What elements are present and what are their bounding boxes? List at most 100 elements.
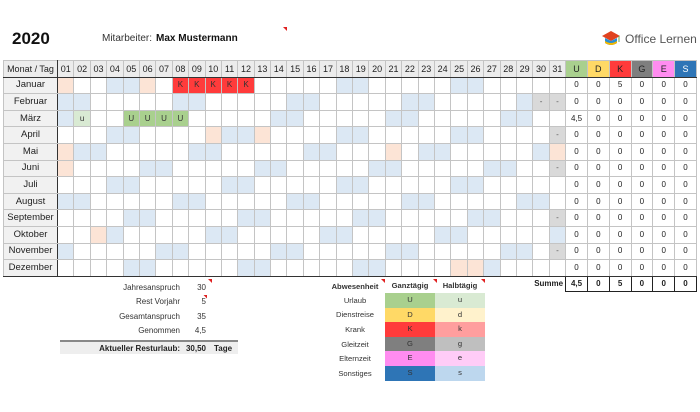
day-cell[interactable]	[384, 126, 403, 144]
day-cell[interactable]	[466, 109, 485, 128]
day-cell[interactable]: K	[204, 76, 222, 95]
day-cell[interactable]	[155, 126, 173, 144]
day-cell[interactable]: U	[138, 109, 157, 128]
day-cell[interactable]	[286, 126, 304, 144]
day-cell[interactable]	[106, 242, 124, 261]
day-cell[interactable]: K	[171, 76, 190, 95]
day-cell[interactable]	[220, 225, 239, 244]
day-cell[interactable]	[319, 176, 337, 194]
day-cell[interactable]	[253, 259, 272, 277]
day-cell[interactable]	[302, 176, 321, 194]
day-cell[interactable]	[73, 209, 91, 227]
day-cell[interactable]	[417, 76, 435, 95]
day-cell[interactable]	[286, 159, 304, 178]
day-cell[interactable]	[302, 142, 321, 161]
day-cell[interactable]	[89, 225, 108, 244]
day-cell[interactable]	[73, 93, 91, 111]
day-cell[interactable]	[155, 159, 173, 178]
day-cell[interactable]	[384, 259, 403, 277]
day-cell[interactable]	[253, 76, 272, 95]
day-cell[interactable]	[89, 259, 108, 277]
day-cell[interactable]: K	[237, 76, 255, 95]
day-cell[interactable]	[253, 176, 272, 194]
stat-value-input[interactable]: 5	[201, 297, 206, 307]
day-cell[interactable]	[417, 209, 435, 227]
day-cell[interactable]: U	[155, 109, 173, 128]
day-cell[interactable]	[499, 159, 517, 178]
day-cell[interactable]	[319, 192, 337, 211]
day-cell[interactable]	[171, 192, 190, 211]
day-cell[interactable]	[417, 142, 435, 161]
day-cell[interactable]	[368, 176, 386, 194]
day-cell[interactable]	[417, 109, 435, 128]
day-cell[interactable]	[270, 242, 288, 261]
day-cell[interactable]	[548, 225, 567, 244]
day-cell[interactable]	[237, 142, 255, 161]
day-cell[interactable]	[204, 176, 222, 194]
day-cell[interactable]	[499, 242, 517, 261]
day-cell[interactable]	[515, 176, 534, 194]
day-cell[interactable]	[138, 159, 157, 178]
day-cell[interactable]	[384, 192, 403, 211]
day-cell[interactable]	[204, 242, 222, 261]
day-cell[interactable]	[483, 176, 501, 194]
day-cell[interactable]	[532, 176, 550, 194]
day-cell[interactable]: K	[220, 76, 239, 95]
day-cell[interactable]	[384, 176, 403, 194]
day-cell[interactable]	[532, 126, 550, 144]
day-cell[interactable]	[270, 192, 288, 211]
day-cell[interactable]	[122, 159, 140, 178]
day-cell[interactable]	[335, 176, 354, 194]
day-cell[interactable]	[417, 176, 435, 194]
day-cell[interactable]	[73, 159, 91, 178]
day-cell[interactable]	[171, 142, 190, 161]
day-cell[interactable]	[401, 142, 419, 161]
day-cell[interactable]	[89, 209, 108, 227]
day-cell[interactable]	[220, 159, 239, 178]
day-cell[interactable]	[499, 126, 517, 144]
day-cell[interactable]	[532, 142, 550, 161]
stat-value-input[interactable]: 30	[197, 282, 206, 292]
day-cell[interactable]	[302, 242, 321, 261]
day-cell[interactable]	[433, 126, 452, 144]
day-cell[interactable]	[286, 109, 304, 128]
day-cell[interactable]	[89, 159, 108, 178]
day-cell[interactable]	[237, 159, 255, 178]
day-cell[interactable]	[204, 126, 222, 144]
day-cell[interactable]	[188, 109, 206, 128]
day-cell[interactable]	[237, 192, 255, 211]
day-cell[interactable]	[384, 76, 403, 95]
day-cell[interactable]	[368, 93, 386, 111]
day-cell[interactable]	[319, 109, 337, 128]
day-cell[interactable]	[188, 176, 206, 194]
day-cell[interactable]	[204, 259, 222, 277]
day-cell[interactable]	[483, 93, 501, 111]
day-cell[interactable]	[270, 109, 288, 128]
day-cell[interactable]	[532, 76, 550, 95]
day-cell[interactable]	[138, 192, 157, 211]
day-cell[interactable]	[319, 259, 337, 277]
day-cell[interactable]	[384, 159, 403, 178]
day-cell[interactable]	[89, 76, 108, 95]
day-cell[interactable]	[122, 93, 140, 111]
comment-marker[interactable]	[203, 294, 207, 299]
day-cell[interactable]	[352, 93, 370, 111]
day-cell[interactable]	[433, 159, 452, 178]
day-cell[interactable]	[515, 159, 534, 178]
day-cell[interactable]	[352, 159, 370, 178]
day-cell[interactable]	[433, 192, 452, 211]
day-cell[interactable]	[253, 159, 272, 178]
day-cell[interactable]	[319, 76, 337, 95]
day-cell[interactable]	[106, 225, 124, 244]
day-cell[interactable]	[548, 192, 567, 211]
day-cell[interactable]	[401, 225, 419, 244]
day-cell[interactable]	[286, 209, 304, 227]
day-cell[interactable]	[237, 242, 255, 261]
day-cell[interactable]	[499, 76, 517, 95]
day-cell[interactable]	[171, 225, 190, 244]
day-cell[interactable]	[483, 159, 501, 178]
day-cell[interactable]	[270, 176, 288, 194]
day-cell[interactable]	[532, 242, 550, 261]
day-cell[interactable]	[335, 93, 354, 111]
day-cell[interactable]	[499, 176, 517, 194]
